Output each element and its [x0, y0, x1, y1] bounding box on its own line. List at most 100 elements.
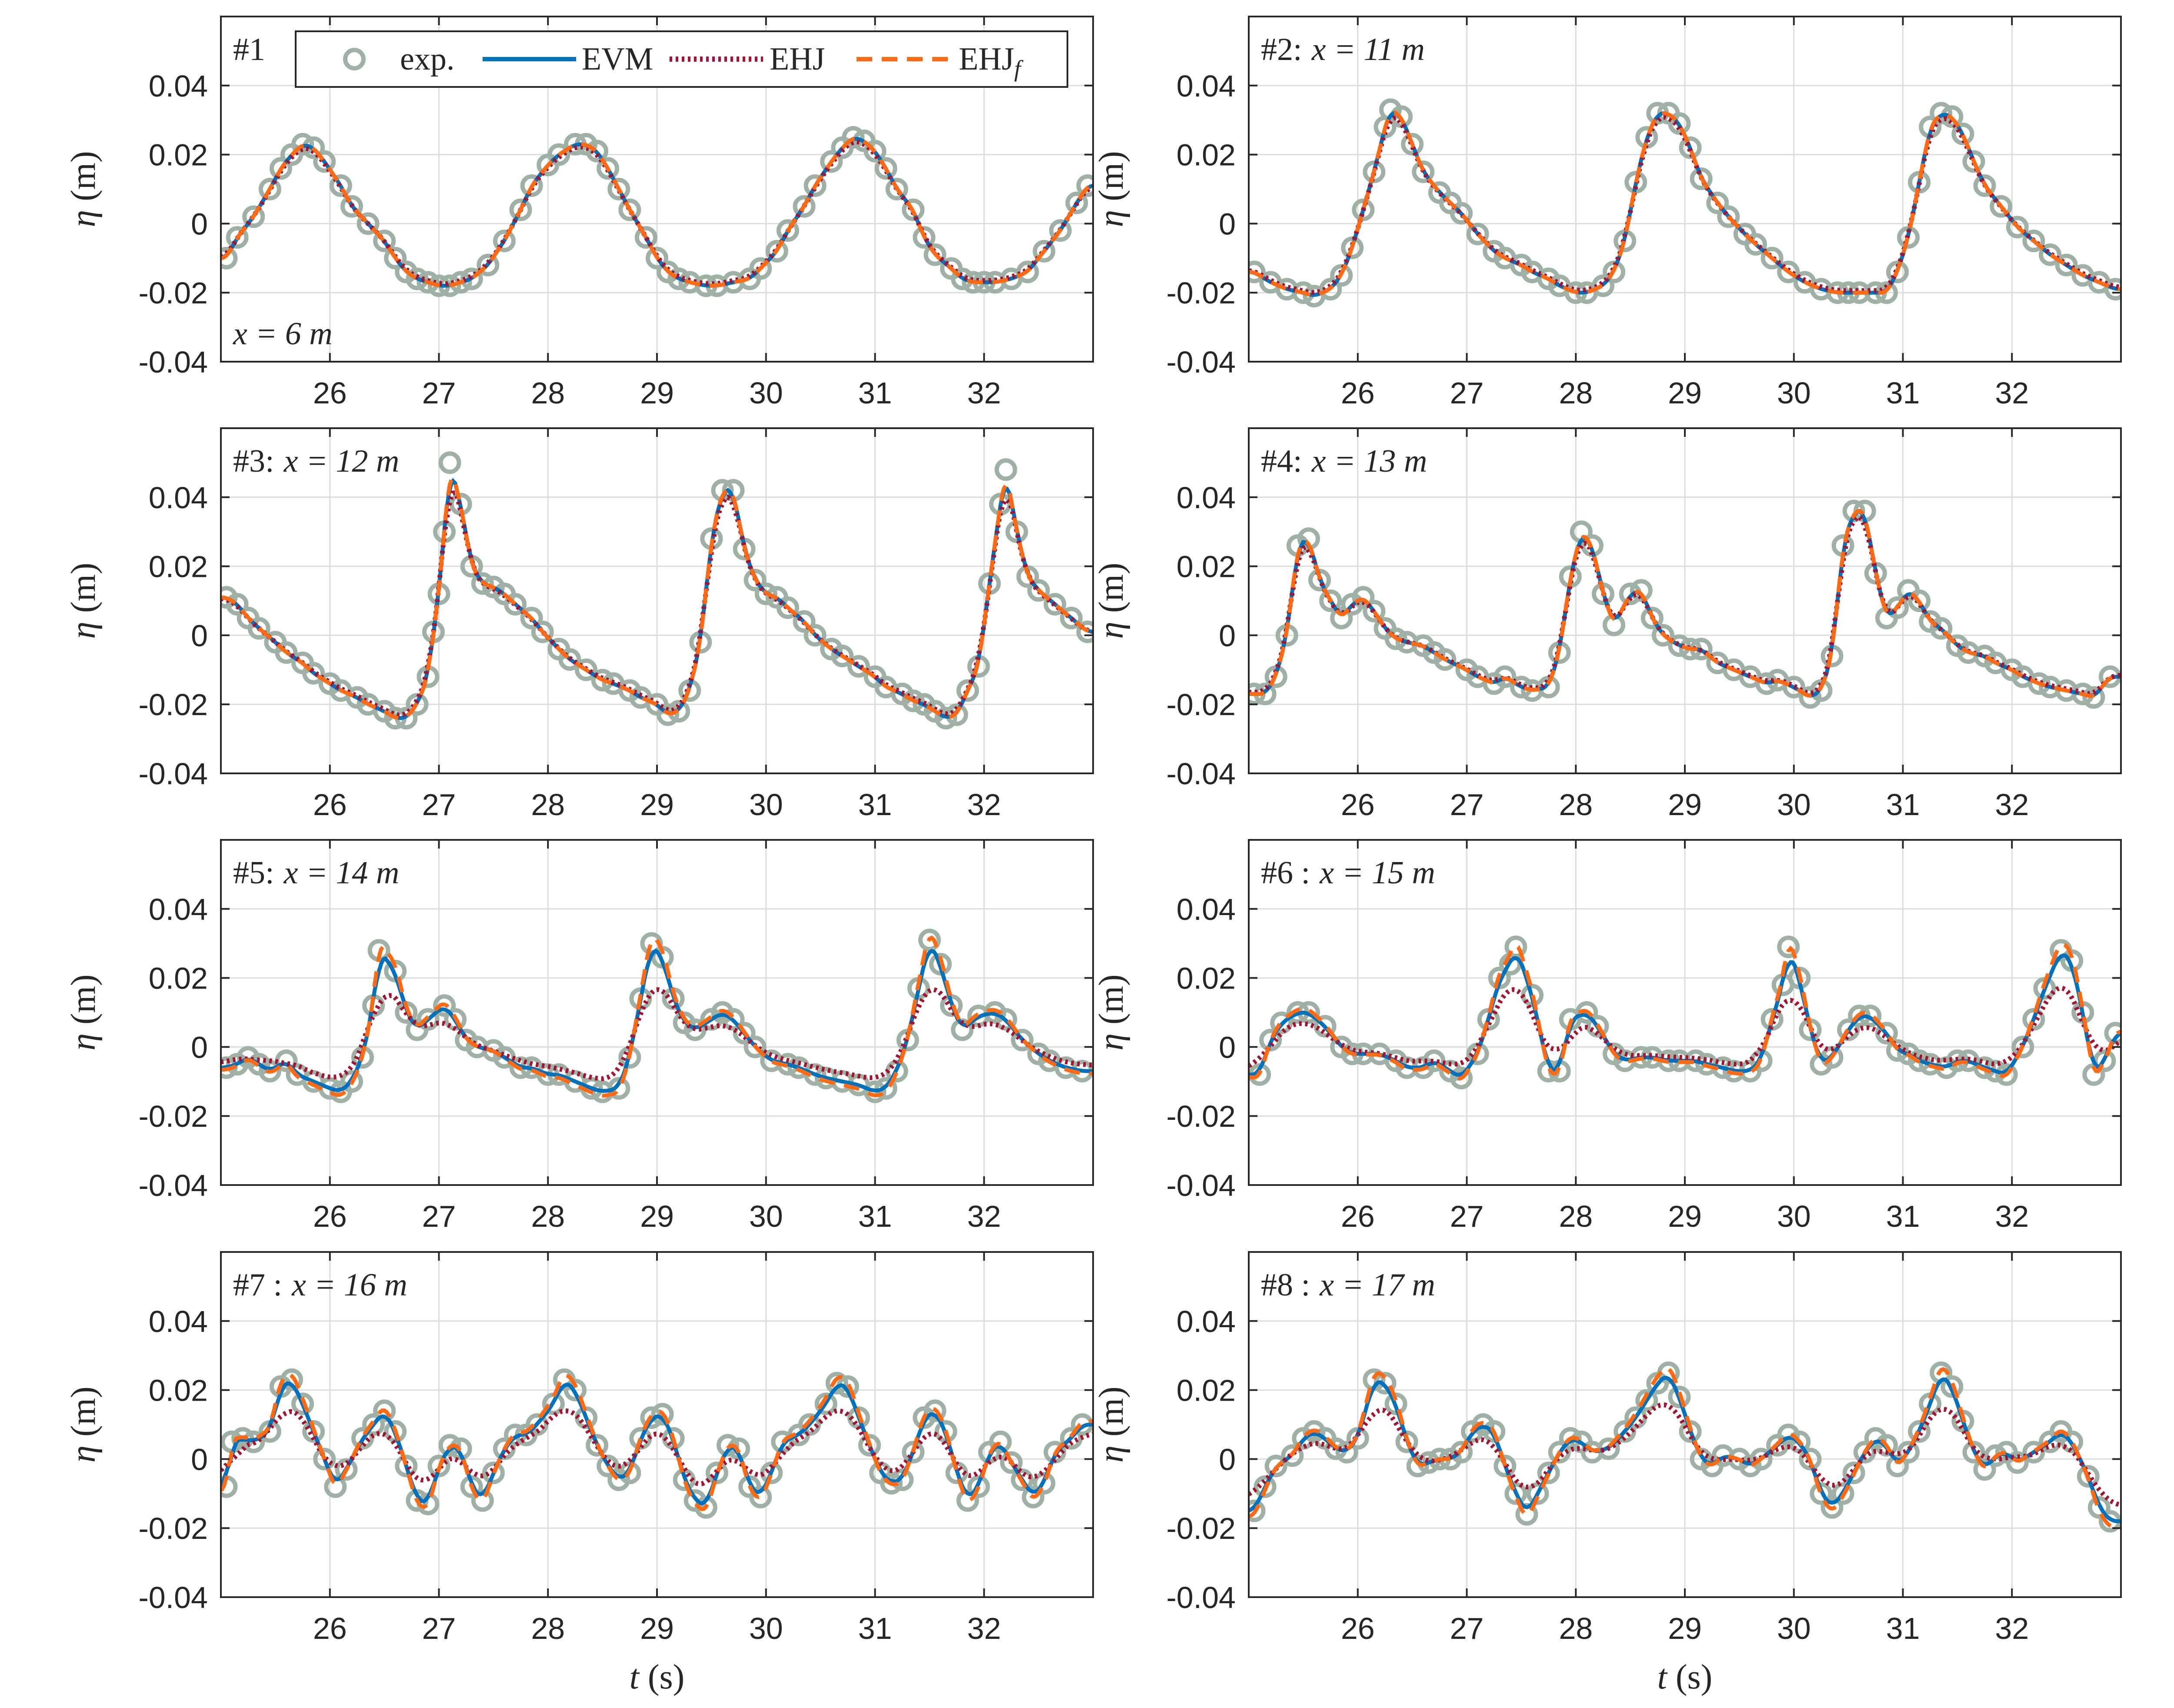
y-tick-label: -0.04 [138, 757, 208, 791]
exp-marker [1395, 1430, 1418, 1453]
legend: exp. EVM EHJ EHJf [295, 30, 1068, 88]
exp-marker [586, 1434, 609, 1457]
exp-marker [902, 689, 925, 712]
data-layer [221, 451, 1093, 729]
panel-2: 26 27 28 29 30 31 32 -0.04 -0.02 0 0.02 0.04 η (m) #2… [1092, 16, 2122, 410]
exp-marker [1831, 1482, 1854, 1505]
exp-marker [395, 1455, 418, 1478]
y-axis-symbol: η [1092, 1033, 1130, 1051]
exp-marker [1494, 1455, 1517, 1478]
x-tick-label: 27 [422, 376, 456, 410]
exp-marker [842, 126, 865, 149]
x-tick-label: 27 [1450, 376, 1484, 410]
exp-marker [913, 226, 936, 249]
y-tick-label: -0.02 [138, 1512, 208, 1545]
exp-marker [1973, 174, 1996, 197]
exp-marker [531, 620, 554, 643]
y-tick-label: 0.04 [1177, 481, 1236, 515]
y-axis-unit: (m) [64, 974, 103, 1033]
y-axis-unit: (m) [1092, 563, 1130, 622]
x-tick-label: 30 [749, 376, 783, 410]
exp-marker [384, 246, 407, 270]
exp-marker [1777, 936, 1800, 959]
exp-marker [1314, 1015, 1337, 1038]
exp-marker [357, 212, 380, 235]
exp-marker [1494, 665, 1517, 688]
x-tick-label: 32 [1995, 1611, 2029, 1645]
exp-marker [1060, 606, 1083, 629]
y-tick-label: -0.04 [138, 345, 208, 379]
y-tick-label: 0.02 [149, 1374, 208, 1408]
y-axis-unit: (m) [64, 1386, 103, 1445]
data-layer [221, 1368, 1093, 1519]
legend-exp-marker [343, 48, 366, 70]
panel-id-text: #6 : [1261, 855, 1310, 891]
exp-marker [1717, 205, 1740, 228]
x-tick-label: 31 [1886, 1611, 1920, 1645]
exp-marker [1384, 627, 1407, 650]
y-tick-label: -0.02 [138, 1099, 208, 1133]
y-axis-label: η (m) [64, 1386, 103, 1462]
ehj-line [1249, 1402, 2121, 1508]
exp-marker [1908, 1049, 1931, 1072]
panel-id: #7 :x = 16 m [233, 1267, 407, 1303]
y-axis-symbol: η [64, 622, 103, 639]
exp-marker [956, 679, 979, 702]
y-axis-label: η (m) [1092, 563, 1130, 639]
y-axis-symbol: η [1092, 622, 1130, 639]
y-axis-label: η (m) [64, 974, 103, 1050]
exp-marker [1412, 160, 1435, 183]
exp-marker [226, 593, 249, 616]
exp-marker [1973, 1458, 1996, 1481]
exp-marker [2006, 1451, 2029, 1474]
y-tick-label: 0.02 [1177, 138, 1236, 172]
y-tick-label: 0 [191, 207, 208, 241]
y-tick-label: 0.02 [1177, 962, 1236, 996]
exp-marker [793, 195, 816, 218]
exp-marker [291, 1392, 314, 1415]
y-axis-unit: (m) [64, 563, 103, 622]
panel-id-text: #3: [233, 443, 274, 479]
y-tick-label: 0.04 [149, 1305, 208, 1338]
exp-marker [733, 1022, 756, 1045]
exp-marker [1810, 1482, 1833, 1505]
exp-marker [433, 994, 456, 1017]
exp-marker [684, 1018, 707, 1041]
exp-marker [1270, 1011, 1293, 1034]
panel-location: x = 17 m [1319, 1267, 1435, 1303]
exp-marker [2082, 686, 2105, 709]
exp-marker [1690, 167, 1713, 190]
y-tick-label: -0.04 [138, 1581, 208, 1615]
x-tick-label: 26 [313, 376, 347, 410]
exp-marker [1635, 1389, 1658, 1412]
exp-marker [1941, 1375, 1964, 1398]
y-tick-label: -0.02 [138, 276, 208, 310]
y-tick-label: -0.02 [1166, 276, 1236, 310]
x-tick-label: 29 [640, 1199, 674, 1233]
exp-marker [749, 257, 772, 280]
exp-marker [902, 198, 925, 221]
exp-marker [1842, 1462, 1865, 1485]
x-tick-label: 26 [1341, 788, 1375, 822]
exp-marker [1352, 586, 1375, 609]
y-tick-label: 0 [191, 1030, 208, 1064]
exp-marker [242, 1430, 265, 1453]
exp-marker [1384, 1392, 1407, 1415]
exp-marker [427, 1455, 450, 1478]
exp-marker [1076, 620, 1093, 643]
exp-marker [329, 174, 352, 197]
x-tick-label: 27 [1450, 788, 1484, 822]
exp-marker [340, 1070, 363, 1093]
exp-marker [776, 596, 799, 619]
data-layer [1249, 1361, 2121, 1533]
panel-4: 26 27 28 29 30 31 32 -0.04 -0.02 0 0.02 0.04 η (m) #4… [1092, 427, 2122, 822]
exp-marker [1450, 1066, 1473, 1089]
exp-marker [221, 246, 238, 270]
exp-marker [1044, 593, 1067, 616]
panel-id: #4: x = 13 m [1261, 443, 1427, 479]
exp-marker [994, 1008, 1017, 1031]
x-tick-label: 26 [1341, 376, 1375, 410]
exp-marker [1750, 1448, 1773, 1471]
x-tick-label: 32 [1995, 788, 2029, 822]
y-axis-label: η (m) [64, 563, 103, 639]
